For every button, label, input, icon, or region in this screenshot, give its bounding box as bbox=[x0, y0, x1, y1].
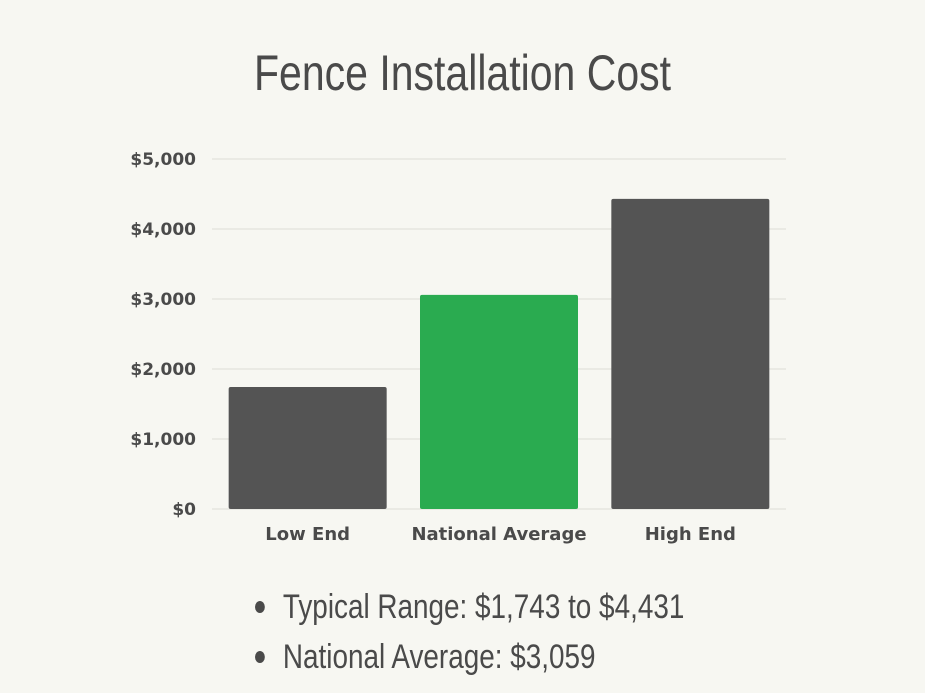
x-tick-label: Low End bbox=[265, 524, 350, 545]
y-tick-label: $5,000 bbox=[130, 150, 196, 170]
y-tick-label: $4,000 bbox=[130, 220, 196, 240]
note-text: National Average: $3,059 bbox=[282, 637, 596, 676]
bar-low-end bbox=[228, 386, 387, 509]
note-national-average: National Average: $3,059 bbox=[255, 632, 684, 682]
note-text: Typical Range: $1,743 to $4,431 bbox=[282, 587, 685, 626]
y-tick-label: $1,000 bbox=[130, 430, 196, 450]
bar-national-average bbox=[420, 294, 578, 509]
y-tick-label: $2,000 bbox=[130, 360, 196, 380]
x-tick-label: High End bbox=[645, 524, 736, 545]
note-typical-range: Typical Range: $1,743 to $4,431 bbox=[255, 582, 684, 632]
bar-high-end bbox=[611, 198, 770, 509]
y-tick-label: $3,000 bbox=[130, 290, 196, 310]
summary-notes: Typical Range: $1,743 to $4,431 National… bbox=[255, 582, 779, 682]
chart-title: Fence Installation Cost bbox=[253, 45, 672, 101]
bullet-icon bbox=[255, 651, 265, 663]
x-tick-label: National Average bbox=[411, 524, 586, 545]
bullet-icon bbox=[255, 601, 265, 613]
y-tick-label: $0 bbox=[172, 500, 196, 520]
